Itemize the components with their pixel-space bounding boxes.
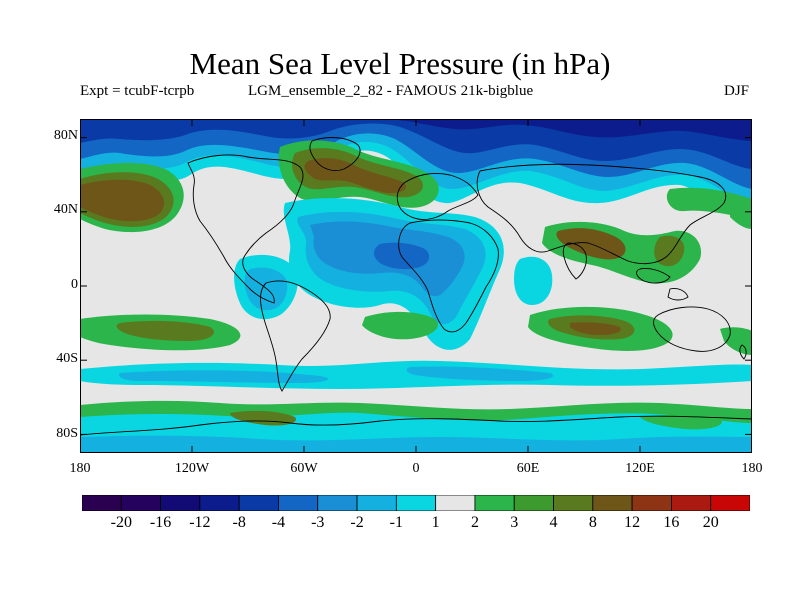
colorbar-label: 4 (549, 514, 558, 531)
colorbar-label: -2 (350, 514, 364, 531)
colorbar-label: 20 (702, 514, 719, 531)
lat-tick-label: 0 (71, 277, 78, 292)
lon-tick-label: 60W (290, 461, 318, 476)
colorbar-swatch (238, 495, 279, 511)
lat-tick-label: 80S (56, 426, 78, 441)
colorbar-label: 1 (431, 514, 440, 531)
lon-tick-label: 180 (741, 461, 763, 476)
lat-tick-label: 80N (53, 128, 78, 143)
colorbar-swatch (474, 495, 515, 511)
colorbar-swatch (592, 495, 633, 511)
coastlines (80, 137, 752, 436)
lat-tick-label: 40N (53, 202, 78, 217)
colorbar-label: 16 (663, 514, 680, 531)
colorbar-swatch (631, 495, 672, 511)
colorbar-swatch (317, 495, 358, 511)
axis-ticks (80, 119, 752, 453)
colorbar-swatch (199, 495, 240, 511)
colorbar-label: -4 (271, 514, 286, 531)
colorbar-label: -20 (110, 514, 132, 531)
colorbar-label: 12 (624, 514, 641, 531)
colorbar-swatch (553, 495, 594, 511)
map-title: Mean Sea Level Pressure (in hPa) (189, 46, 611, 81)
experiment-label: Expt = tcubF-tcrpb (80, 83, 195, 99)
antarctic-region (80, 400, 752, 453)
colorbar-swatch (513, 495, 554, 511)
tropical-low-region (234, 198, 553, 350)
run-label: LGM_ensemble_2_82 - FAMOUS 21k-bigblue (248, 83, 534, 99)
colorbar-label: 2 (470, 514, 479, 531)
season-label: DJF (724, 83, 750, 99)
colorbar-label: -12 (189, 514, 211, 531)
colorbar-label: -1 (389, 514, 403, 531)
colorbar-label: 3 (510, 514, 519, 531)
colorbar-label: 8 (588, 514, 597, 531)
colorbar-swatch (160, 495, 201, 511)
lon-tick-label: 60E (516, 461, 540, 476)
lon-tick-label: 0 (412, 461, 420, 476)
colorbar-swatch (395, 495, 437, 511)
colorbar-label: -3 (311, 514, 325, 531)
colorbar-swatch (120, 495, 161, 511)
colorbar-swatch (356, 495, 397, 511)
pressure-anomaly-map (80, 119, 752, 453)
lon-tick-label: 120W (174, 461, 210, 476)
colorbar-swatch (278, 495, 319, 511)
colorbar-swatch (710, 495, 750, 511)
colorbar-label: -16 (149, 514, 172, 531)
colorbar-swatch (82, 495, 122, 511)
arctic-low-region (80, 119, 752, 215)
colorbar-label: -8 (232, 514, 246, 531)
southern-low-band (80, 360, 752, 389)
colorbar (82, 495, 750, 511)
southern-subtropical-highs (80, 306, 752, 355)
lon-tick-label: 120E (625, 461, 655, 476)
colorbar-swatch (435, 495, 476, 511)
lat-tick-label: 40S (56, 351, 78, 366)
colorbar-swatch (671, 495, 712, 511)
lon-tick-label: 180 (69, 461, 91, 476)
